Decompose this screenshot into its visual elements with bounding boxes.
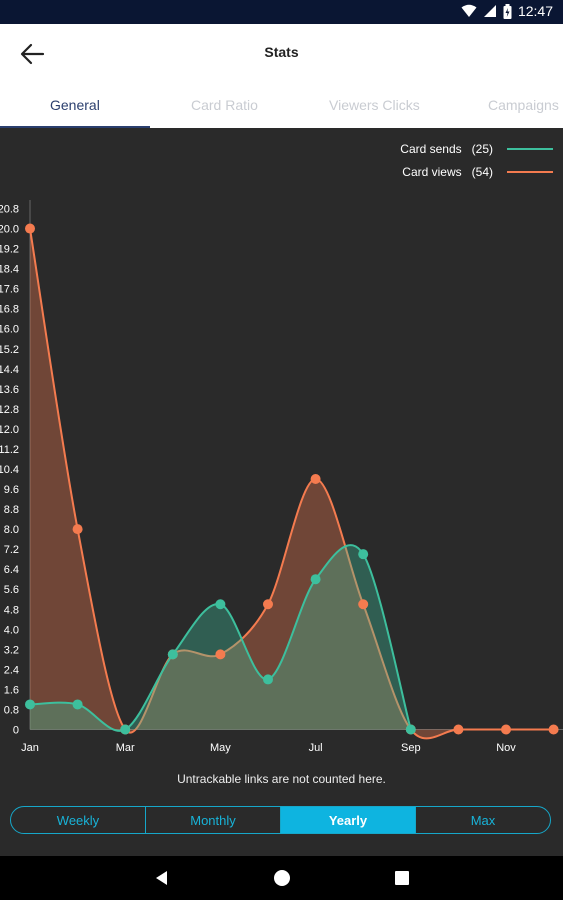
tab-bar: General Card Ratio Viewers Clicks Campai… [0, 84, 563, 128]
legend-item-card-sends: Card sends (25) [400, 137, 553, 160]
wifi-icon [461, 4, 477, 17]
period-yearly-button[interactable]: Yearly [281, 807, 416, 833]
period-selector: Weekly Monthly Yearly Max [10, 806, 551, 834]
period-monthly-button[interactable]: Monthly [146, 807, 281, 833]
page-title: Stats [264, 44, 299, 60]
legend-label: Card views [402, 164, 462, 179]
legend-item-card-views: Card views (54) [400, 160, 553, 183]
arrow-left-icon [20, 43, 45, 65]
legend-swatch [507, 147, 553, 150]
status-icons: 12:47 [461, 3, 553, 19]
legend-swatch [507, 170, 553, 173]
square-recents-icon [395, 871, 409, 885]
signal-icon [483, 5, 496, 17]
chart-legend: Card sends (25) Card views (54) [400, 137, 553, 183]
status-bar: 12:47 [0, 0, 563, 24]
legend-count: (25) [471, 141, 493, 156]
status-time: 12:47 [517, 3, 553, 19]
footnote: Untrackable links are not counted here. [177, 772, 386, 786]
tab-viewers-clicks[interactable]: Viewers Clicks [329, 97, 420, 113]
app-bar: Stats [0, 24, 563, 84]
nav-home-button[interactable] [272, 868, 292, 888]
nav-back-button[interactable] [152, 868, 172, 888]
tab-campaigns[interactable]: Campaigns [488, 97, 559, 113]
period-max-button[interactable]: Max [470, 812, 496, 828]
tab-general[interactable]: General [50, 97, 100, 113]
nav-recents-button[interactable] [392, 868, 412, 888]
tab-indicator [0, 126, 150, 128]
back-button[interactable] [18, 40, 48, 68]
chart-area [0, 128, 563, 800]
tab-card-ratio[interactable]: Card Ratio [191, 97, 258, 113]
circle-home-icon [274, 870, 290, 886]
period-weekly-button[interactable]: Weekly [11, 807, 146, 833]
navigation-bar [0, 856, 563, 900]
legend-label: Card sends [400, 141, 462, 156]
legend-count: (54) [471, 164, 493, 179]
battery-icon [503, 3, 512, 19]
triangle-back-icon [156, 871, 167, 885]
